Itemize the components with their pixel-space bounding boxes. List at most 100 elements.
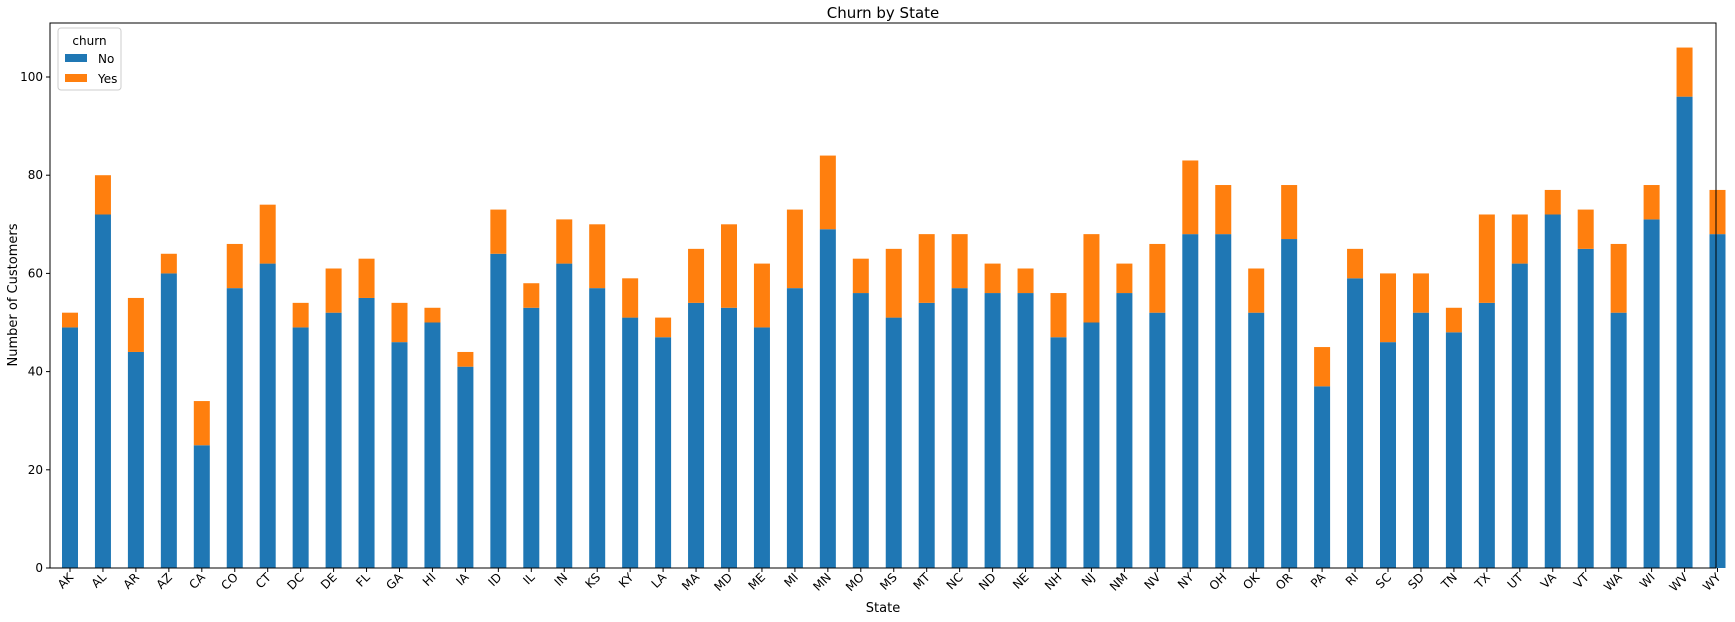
bar-az-no [160, 273, 177, 568]
bar-nh-no [1050, 337, 1067, 568]
bar-va-no [1544, 214, 1561, 569]
x-tick-label: NV [1141, 570, 1164, 593]
x-tick-label: ND [976, 570, 999, 593]
bar-hi-no [424, 322, 441, 568]
bar-ak-yes [62, 312, 78, 328]
bar-wy-no [1709, 234, 1726, 568]
bar-nc-no [951, 288, 968, 568]
x-tick-label: DE [318, 570, 340, 592]
bar-nv-yes [1149, 243, 1166, 313]
x-axis: AK AL AR AZ CA CO CT DC DE FL GA HI IA ID IL IN KS KY LA MA… [55, 568, 1724, 594]
x-tick-label: AK [55, 569, 77, 591]
bar-wv-yes [1676, 47, 1693, 97]
bar-ny-no [1182, 234, 1199, 568]
y-tick-label: 80 [28, 168, 43, 182]
bar-mn-no [819, 229, 836, 568]
bar-or-yes [1281, 185, 1298, 240]
bar-dc-no [292, 327, 309, 568]
x-tick-label: MS [877, 570, 900, 593]
bar-nh-yes [1050, 293, 1067, 338]
bar-ok-yes [1248, 268, 1265, 313]
bar-sd-no [1412, 312, 1429, 568]
x-tick-label: WV [1667, 570, 1692, 595]
bar-mt-no [918, 302, 935, 568]
x-tick-label: OK [1240, 569, 1263, 592]
x-tick-label: NJ [1079, 570, 1098, 589]
x-axis-title: State [866, 601, 900, 616]
x-tick-label: OH [1206, 570, 1229, 593]
legend-title: churn [72, 34, 106, 48]
bar-al-no [94, 214, 111, 569]
bar-co-yes [226, 243, 243, 289]
bar-mo-no [852, 293, 869, 568]
x-tick-label: IL [520, 570, 537, 587]
bar-ct-no [259, 263, 276, 568]
bar-mi-yes [786, 209, 803, 289]
y-axis: 0 20 40 60 80 100 [20, 70, 50, 575]
x-tick-label: VA [1538, 570, 1560, 592]
x-tick-label: NE [1010, 570, 1032, 592]
bar-ca-no [193, 445, 210, 568]
bar-nd-yes [984, 263, 1001, 294]
bar-az-yes [160, 253, 177, 274]
legend-label-no: No [98, 52, 114, 66]
bar-or-no [1281, 239, 1298, 569]
bar-oh-yes [1215, 185, 1232, 235]
x-tick-label: OR [1273, 570, 1295, 592]
bar-ma-yes [688, 248, 705, 303]
x-tick-label: MI [781, 570, 801, 590]
x-tick-label: AZ [153, 570, 175, 592]
x-tick-label: MT [910, 570, 933, 593]
bar-sd-yes [1412, 273, 1429, 313]
bar-md-no [721, 307, 737, 568]
x-tick-label: KY [616, 570, 637, 591]
bar-ma-no [688, 302, 705, 568]
bar-wa-no [1610, 312, 1627, 568]
x-tick-label: MN [810, 570, 834, 594]
bar-fl-yes [358, 258, 375, 298]
bar-ky-yes [622, 278, 639, 318]
y-tick-label: 60 [28, 266, 43, 280]
x-tick-label: MA [679, 570, 703, 594]
bar-va-yes [1544, 189, 1561, 215]
bar-ny-yes [1182, 160, 1199, 235]
x-tick-label: MD [711, 570, 735, 594]
legend-label-yes: Yes [97, 72, 117, 86]
bar-ak-no [62, 327, 78, 568]
bar-ok-no [1248, 312, 1265, 568]
x-tick-label: AL [89, 570, 110, 591]
x-tick-label: DC [284, 570, 306, 592]
bar-ne-yes [1017, 268, 1034, 294]
bar-ut-yes [1511, 214, 1528, 264]
y-tick-label: 40 [28, 365, 43, 379]
x-tick-label: TN [1438, 570, 1460, 592]
bars-group [62, 47, 1726, 569]
bar-ms-no [885, 317, 902, 568]
x-tick-label: CA [186, 570, 208, 592]
bar-nv-no [1149, 312, 1166, 568]
legend-swatch-no [65, 54, 87, 62]
x-tick-label: LA [649, 570, 670, 591]
bar-ri-no [1347, 278, 1364, 568]
bar-sc-no [1380, 342, 1396, 568]
bar-tn-no [1445, 332, 1462, 568]
x-tick-label: WY [1700, 570, 1724, 594]
bar-pa-yes [1314, 347, 1331, 387]
bar-wv-no [1676, 96, 1693, 569]
bar-ky-no [622, 317, 639, 568]
bar-nd-no [984, 293, 1001, 568]
x-tick-label: ID [486, 570, 505, 589]
bar-ia-yes [457, 351, 474, 367]
bar-sc-yes [1380, 273, 1396, 343]
bar-ga-yes [391, 302, 408, 343]
bar-md-yes [721, 224, 737, 308]
bar-ut-no [1511, 263, 1528, 568]
bar-mt-yes [918, 234, 935, 303]
x-tick-label: KS [582, 570, 603, 591]
x-tick-label: NY [1175, 570, 1197, 592]
bar-la-no [655, 337, 672, 568]
bar-de-no [325, 312, 342, 568]
chart-title: Churn by State [827, 4, 940, 22]
bar-me-yes [753, 263, 770, 328]
